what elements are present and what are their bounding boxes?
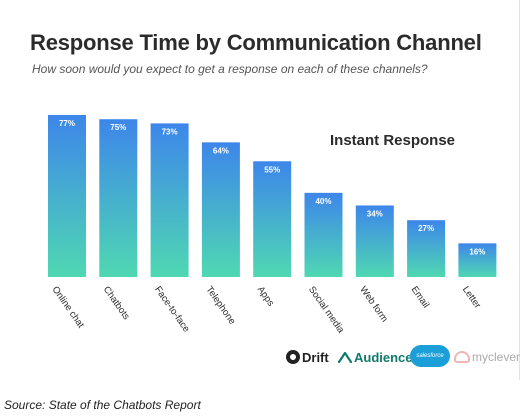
bar-value-label: 27% <box>418 224 434 233</box>
bar-social-media <box>304 192 343 277</box>
category-tick-label: Web form <box>357 284 390 324</box>
salesforce-logo-text: salesforce <box>416 353 444 359</box>
source-caption: Source: State of the Chatbots Report <box>4 398 201 412</box>
category-tick-label: Apps <box>255 284 277 308</box>
sponsor-logos: Drift Audience salesforce myclever <box>286 344 520 370</box>
category-tick-label: Chatbots <box>101 284 132 322</box>
bar-chart: 77% Online chat 75% Chatbots 73% Face-to-face… <box>48 115 497 336</box>
chart-title: Response Time by Communication Channel <box>30 30 482 55</box>
bar-chatbots <box>99 119 138 277</box>
bar-value-label: 64% <box>213 146 229 155</box>
audience-logo: Audience <box>338 344 413 370</box>
bar-apps <box>253 161 292 277</box>
chart-subtitle: How soon would you expect to get a respo… <box>32 62 428 76</box>
bar-value-label: 77% <box>59 119 75 128</box>
bar-value-label: 73% <box>162 127 178 136</box>
myclever-logo-text: myclever <box>472 350 521 364</box>
audience-logo-text: Audience <box>354 349 413 365</box>
bar-web-form <box>355 205 394 277</box>
category-tick-label: Letter <box>460 284 483 310</box>
bar-value-label: 55% <box>264 165 280 174</box>
annotation-instant-response: Instant Response <box>330 132 455 149</box>
category-tick-label: Telephone <box>203 284 237 326</box>
bar-value-label: 34% <box>367 209 383 218</box>
bar-value-label: 75% <box>110 123 126 132</box>
card-border <box>519 0 520 380</box>
drift-icon <box>286 350 300 364</box>
salesforce-logo: salesforce <box>410 344 450 368</box>
bar-online-chat <box>48 115 86 277</box>
bar-letter <box>458 243 497 277</box>
myclever-logo: myclever <box>454 344 520 370</box>
bar-value-label: 40% <box>315 197 331 206</box>
category-tick-label: Email <box>409 284 432 310</box>
category-tick-label: Online chat <box>50 284 87 330</box>
bar-value-label: 16% <box>469 247 485 256</box>
bar-email <box>407 220 446 277</box>
category-tick-label: Social media <box>306 284 347 335</box>
myclever-icon <box>454 351 470 363</box>
drift-logo-text: Drift <box>302 349 329 365</box>
salesforce-cloud-icon: salesforce <box>410 345 450 367</box>
drift-logo: Drift <box>286 344 329 370</box>
chart-card: Response Time by Communication Channel H… <box>30 0 521 380</box>
bar-telephone <box>201 142 240 277</box>
category-tick-label: Face-to-face <box>152 284 192 334</box>
audience-icon <box>338 351 352 363</box>
bar-face-to-face <box>150 123 189 277</box>
